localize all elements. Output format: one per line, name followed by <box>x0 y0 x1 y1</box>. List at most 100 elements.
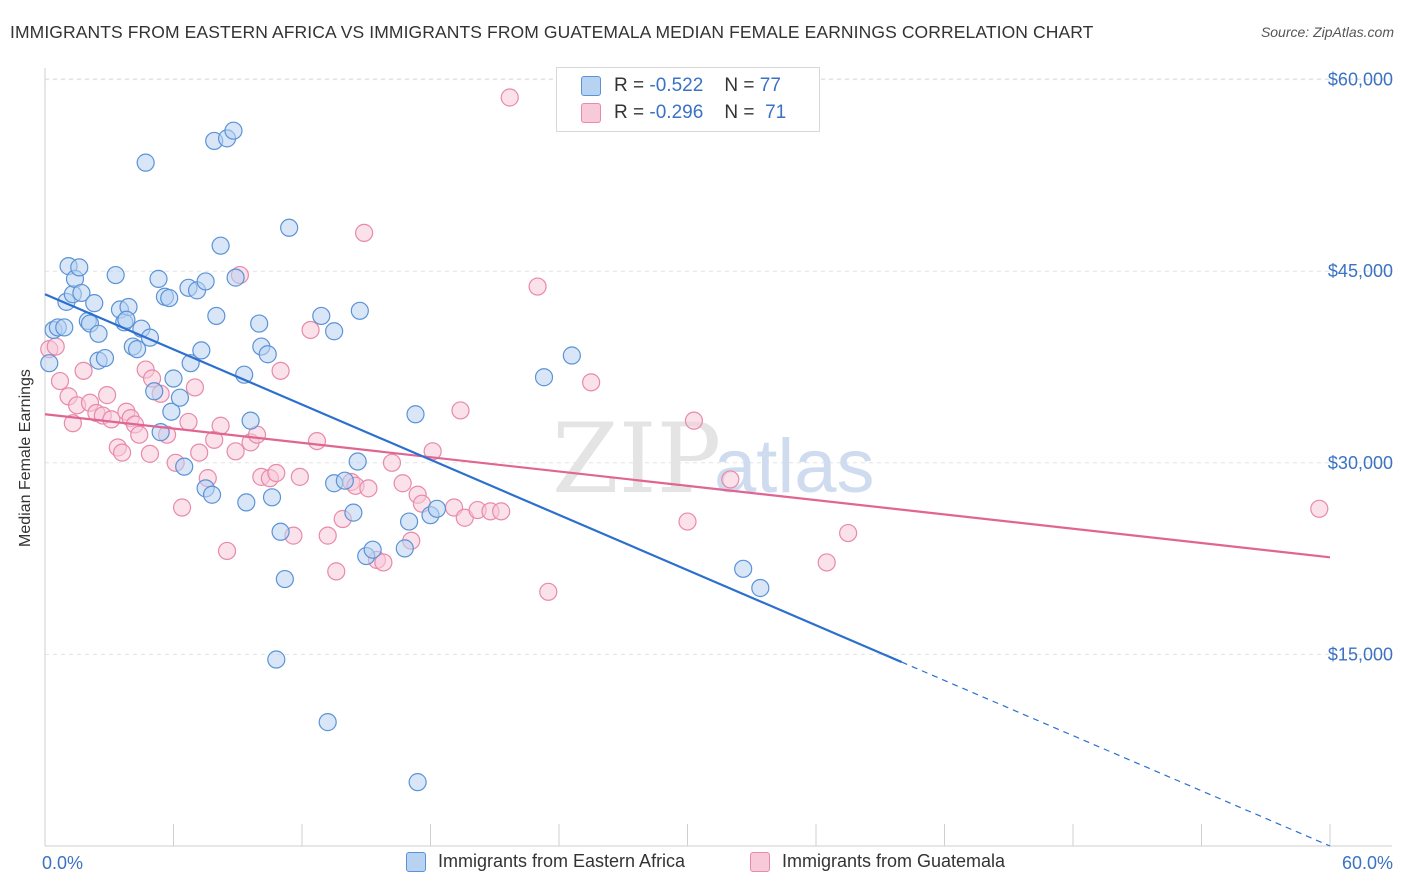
point-guatemala <box>267 463 286 483</box>
point-eastern-africa <box>280 218 299 237</box>
legend-swatch-blue <box>581 76 601 96</box>
point-eastern-africa <box>258 345 277 364</box>
point-eastern-africa <box>250 314 269 333</box>
bottom-legend-swatch-blue <box>406 851 426 872</box>
point-eastern-africa <box>399 512 419 531</box>
point-guatemala <box>500 88 519 107</box>
point-guatemala <box>112 443 132 462</box>
point-guatemala <box>46 337 65 356</box>
correlation-legend: R = -0.522 N = 77 R = -0.296 N = 71 <box>556 67 820 132</box>
point-guatemala <box>140 444 160 463</box>
point-eastern-africa <box>751 578 770 598</box>
bottom-legend-eastern-africa: Immigrants from Eastern Africa <box>406 851 685 872</box>
point-guatemala <box>382 453 402 472</box>
point-guatemala <box>539 582 558 601</box>
point-eastern-africa <box>271 522 290 541</box>
bottom-legend-label: Immigrants from Eastern Africa <box>438 851 686 871</box>
legend-r-value: -0.296 <box>649 102 704 123</box>
point-eastern-africa <box>406 405 425 424</box>
point-guatemala <box>327 562 346 581</box>
point-eastern-africa <box>344 503 363 522</box>
point-eastern-africa <box>89 324 108 343</box>
point-guatemala <box>374 553 393 572</box>
point-guatemala <box>102 410 121 429</box>
trend-line-guatemala <box>44 413 1331 559</box>
legend-n-label: N = <box>724 75 755 96</box>
legend-swatch-pink <box>581 103 601 123</box>
point-guatemala <box>492 502 511 521</box>
point-guatemala <box>179 412 198 432</box>
point-guatemala <box>1310 499 1329 518</box>
source-label: Source: ZipAtlas.com <box>1260 24 1394 40</box>
point-eastern-africa <box>226 268 245 287</box>
legend-row-guatemala: R = -0.296 N = 71 <box>581 101 786 125</box>
point-guatemala <box>217 541 237 561</box>
point-eastern-africa <box>127 340 147 359</box>
point-guatemala <box>74 361 93 380</box>
point-eastern-africa <box>55 318 74 337</box>
point-eastern-africa <box>149 269 168 288</box>
point-eastern-africa <box>40 354 59 373</box>
point-guatemala <box>290 467 309 486</box>
point-eastern-africa <box>224 121 243 140</box>
point-guatemala <box>678 512 697 531</box>
point-eastern-africa <box>318 713 337 732</box>
legend-n-value: 77 <box>759 75 781 96</box>
point-guatemala <box>839 523 858 543</box>
point-guatemala <box>359 479 378 498</box>
x-tick-label-max: 60.0% <box>1342 853 1393 873</box>
point-eastern-africa <box>267 650 286 669</box>
point-guatemala <box>528 277 547 296</box>
y-tick-label: $60,000 <box>1328 70 1393 90</box>
point-eastern-africa <box>408 773 427 792</box>
point-eastern-africa <box>211 236 230 255</box>
legend-r-label: R = <box>614 102 645 123</box>
point-guatemala <box>226 442 245 461</box>
point-guatemala <box>684 411 704 430</box>
point-eastern-africa <box>145 382 164 401</box>
point-guatemala <box>98 386 117 405</box>
point-eastern-africa <box>363 540 382 559</box>
point-eastern-africa <box>241 411 260 430</box>
point-guatemala <box>451 401 470 420</box>
point-eastern-africa <box>262 488 282 507</box>
point-eastern-africa <box>175 457 194 476</box>
point-eastern-africa <box>70 258 89 277</box>
series-eastern-africa <box>40 121 770 792</box>
legend-n-label: N = <box>724 102 755 123</box>
point-guatemala <box>172 498 192 517</box>
trend-line-eastern-africa <box>44 293 903 664</box>
point-eastern-africa <box>202 485 222 504</box>
point-guatemala <box>190 443 209 462</box>
point-eastern-africa <box>160 288 179 308</box>
point-guatemala <box>721 470 740 489</box>
chart-title: IMMIGRANTS FROM EASTERN AFRICA VS IMMIGR… <box>10 22 1094 42</box>
trend-lines <box>44 293 1331 847</box>
trend-line-eastern-africa-extension <box>901 661 1331 847</box>
point-guatemala <box>50 371 70 391</box>
point-guatemala <box>211 416 230 435</box>
point-guatemala <box>318 526 337 545</box>
point-eastern-africa <box>85 294 104 313</box>
point-eastern-africa <box>170 388 190 407</box>
point-eastern-africa <box>534 368 554 387</box>
point-guatemala <box>130 425 149 444</box>
point-guatemala <box>301 320 320 340</box>
watermark-atlas: atlas <box>714 424 875 509</box>
point-eastern-africa <box>562 346 581 365</box>
point-guatemala <box>582 373 601 392</box>
y-tick-label: $15,000 <box>1328 644 1393 664</box>
legend-row-eastern-africa: R = -0.522 N = 77 <box>581 74 781 98</box>
point-eastern-africa <box>136 153 155 172</box>
point-eastern-africa <box>275 569 294 589</box>
point-eastern-africa <box>734 559 753 578</box>
point-eastern-africa <box>335 471 354 490</box>
y-axis-label: Median Female Earnings <box>17 369 34 547</box>
point-guatemala <box>307 431 327 451</box>
point-eastern-africa <box>207 306 226 326</box>
point-eastern-africa <box>348 452 367 471</box>
bottom-legend-guatemala: Immigrants from Guatemala <box>750 851 1005 872</box>
axes <box>44 68 1392 847</box>
point-guatemala <box>393 474 412 493</box>
